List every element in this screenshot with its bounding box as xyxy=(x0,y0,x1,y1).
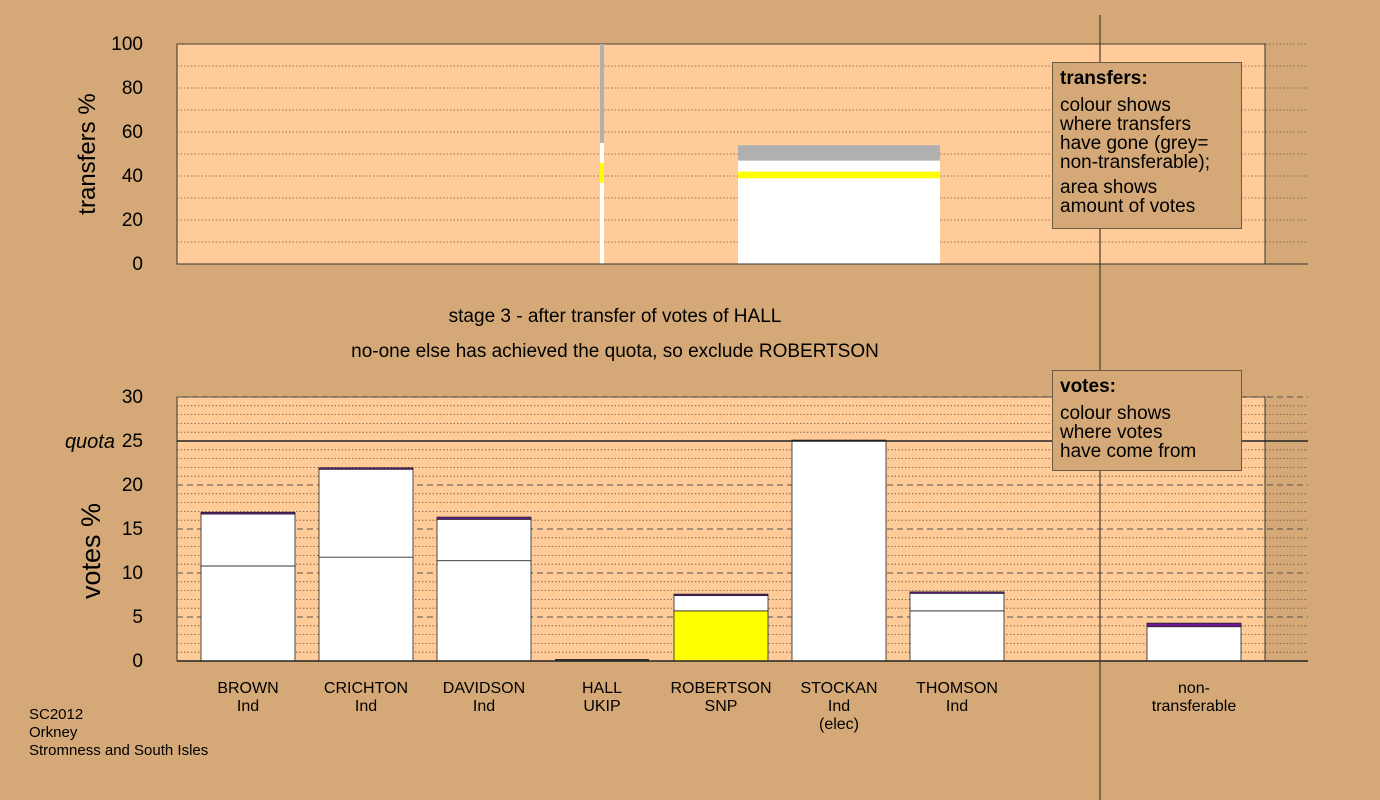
transfer-segment xyxy=(738,178,940,264)
bar-segment xyxy=(909,591,1005,594)
category-label: CRICHTON Ind xyxy=(301,680,431,716)
transfers-y-label: transfers % xyxy=(74,93,101,214)
bar-segment xyxy=(673,610,769,662)
footer-council: Orkney xyxy=(29,724,78,741)
votes-legend-line: colour shows xyxy=(1060,403,1171,424)
candidate-party: transferable xyxy=(1151,698,1237,715)
candidate-name: ROBERTSON xyxy=(670,680,772,697)
bar-segment xyxy=(909,610,1005,662)
candidate-note: (elec) xyxy=(818,716,859,733)
candidate-party: SNP xyxy=(704,698,738,715)
transfers-y-tick: 0 xyxy=(132,254,143,275)
candidate-name: BROWN xyxy=(217,680,279,697)
transfers-y-tick: 100 xyxy=(111,34,143,55)
transfers-legend-line: where transfers xyxy=(1060,114,1191,135)
votes-legend: votes: colour shows where votes have com… xyxy=(1052,370,1242,471)
candidate-name: CRICHTON xyxy=(323,680,409,697)
bar-segment xyxy=(318,467,414,558)
votes-legend-line: where votes xyxy=(1060,422,1163,443)
votes-y-tick: 5 xyxy=(132,607,143,628)
candidate-name: HALL xyxy=(581,680,623,697)
transfers-legend-line: have gone (grey= xyxy=(1060,133,1209,154)
category-label: HALL UKIP xyxy=(537,680,667,716)
bar-segment xyxy=(436,518,532,562)
transfers-y-tick: 20 xyxy=(122,210,143,231)
transfers-legend-line: amount of votes xyxy=(1060,196,1196,217)
transfer-segment xyxy=(600,44,604,143)
bar-segment xyxy=(436,516,532,520)
category-label: THOMSON Ind xyxy=(892,680,1022,716)
bar-segment xyxy=(673,593,769,597)
transfers-legend-line: colour shows xyxy=(1060,95,1171,116)
category-label: BROWN Ind xyxy=(183,680,313,716)
footer-year: SC2012 xyxy=(29,706,84,723)
category-label: STOCKAN Ind (elec) xyxy=(774,680,904,734)
candidate-party: UKIP xyxy=(583,698,621,715)
stage-note: no-one else has achieved the quota, so e… xyxy=(351,341,879,362)
candidate-party: Ind xyxy=(945,698,969,715)
transfer-segment xyxy=(600,162,604,183)
transfer-segment xyxy=(600,143,604,163)
transfers-y-tick: 40 xyxy=(122,166,143,187)
transfer-segment xyxy=(738,171,940,179)
candidate-party: Ind xyxy=(236,698,260,715)
quota-label: quota xyxy=(65,431,115,453)
bar-segment xyxy=(909,591,1005,612)
votes-y-tick: 15 xyxy=(122,519,143,540)
category-label: ROBERTSON SNP xyxy=(656,680,786,716)
transfers-legend: transfers: colour shows where transfers … xyxy=(1052,62,1242,229)
votes-y-label: votes % xyxy=(76,503,106,599)
bar-segment xyxy=(200,565,296,662)
bar-segment xyxy=(1146,626,1242,662)
votes-y-tick: 30 xyxy=(122,387,143,408)
votes-y-tick: 0 xyxy=(132,651,143,672)
bar-segment xyxy=(318,467,414,470)
bar-segment xyxy=(318,556,414,662)
transfers-legend-line: non-transferable); xyxy=(1060,152,1210,173)
category-label: DAVIDSON Ind xyxy=(419,680,549,716)
bar-segment xyxy=(1146,622,1242,628)
bar-segment xyxy=(200,513,296,567)
transfers-y-tick: 60 xyxy=(122,122,143,143)
candidate-party: Ind xyxy=(827,698,851,715)
category-label: non-transferable xyxy=(1129,680,1259,716)
transfer-segment xyxy=(738,160,940,172)
bar-segment xyxy=(200,511,296,515)
votes-y-tick: 10 xyxy=(122,563,143,584)
candidate-party: Ind xyxy=(472,698,496,715)
votes-y-tick: 20 xyxy=(122,475,143,496)
transfers-legend-line: area shows xyxy=(1060,177,1158,198)
candidate-party: Ind xyxy=(354,698,378,715)
transfers-legend-title: transfers: xyxy=(1060,68,1148,89)
bar-segment xyxy=(673,594,769,612)
candidate-name: STOCKAN xyxy=(800,680,878,697)
bar-segment xyxy=(791,439,887,662)
stage-title: stage 3 - after transfer of votes of HAL… xyxy=(448,306,782,327)
votes-legend-title: votes: xyxy=(1060,376,1116,397)
transfers-y-tick: 80 xyxy=(122,78,143,99)
votes-y-tick: 25 xyxy=(122,431,143,452)
transfer-segment xyxy=(738,145,940,161)
footer: SC2012 Orkney Stromness and South Isles xyxy=(29,706,208,760)
candidate-name: DAVIDSON xyxy=(442,680,526,697)
candidate-name: THOMSON xyxy=(916,680,998,697)
bar-segment xyxy=(436,560,532,662)
footer-ward: Stromness and South Isles xyxy=(29,742,209,759)
votes-legend-line: have come from xyxy=(1060,441,1197,462)
candidate-name: non- xyxy=(1177,680,1211,697)
transfer-segment xyxy=(600,182,604,264)
